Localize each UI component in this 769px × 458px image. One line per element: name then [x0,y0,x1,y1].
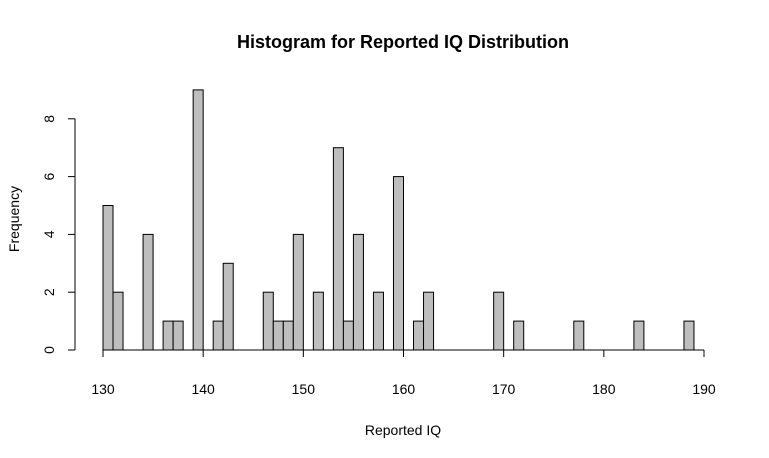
y-tick-label: 4 [41,230,57,238]
histogram-bar [372,291,384,351]
histogram-bar [112,291,124,351]
histogram-bar [262,291,274,351]
histogram-bar [272,320,284,351]
histogram-bar [162,320,174,351]
histogram-bar [423,291,435,351]
y-axis-label: Frequency [6,186,22,252]
histogram-bar [493,291,505,351]
histogram-bar [282,320,294,351]
y-tick-label: 0 [41,346,57,354]
histogram-bar [352,233,364,351]
histogram-bar [102,205,114,351]
histogram-bar [292,233,304,351]
x-tick-label: 170 [492,381,516,397]
histogram-bar [212,320,224,351]
x-tick-label: 160 [392,381,416,397]
histogram-bar [222,262,234,351]
histogram-bar [172,320,184,351]
histogram-bar [392,176,405,351]
y-tick-label: 8 [41,115,57,123]
histogram-bar [513,320,525,351]
bars-group [102,89,695,351]
y-tick-label: 2 [41,288,57,296]
histogram-bar [573,320,585,351]
x-axis: 130 140 150 160 170 180 190 [91,349,716,397]
chart-title: Histogram for Reported IQ Distribution [237,32,569,52]
histogram-bar [312,291,324,351]
histogram-bar [142,233,154,351]
histogram-bar [332,147,344,351]
histogram-bar [192,89,204,351]
y-tick-label: 6 [41,172,57,180]
histogram-bar [342,320,354,351]
x-tick-label: 140 [191,381,215,397]
y-axis: 0 2 4 6 8 [41,115,76,354]
histogram-bar [683,320,695,351]
x-tick-label: 180 [592,381,616,397]
x-axis-label: Reported IQ [365,422,441,438]
histogram-bar [413,320,425,351]
x-tick-label: 130 [91,381,115,397]
histogram-bar [633,320,645,351]
x-tick-label: 190 [692,381,716,397]
x-tick-label: 150 [292,381,316,397]
